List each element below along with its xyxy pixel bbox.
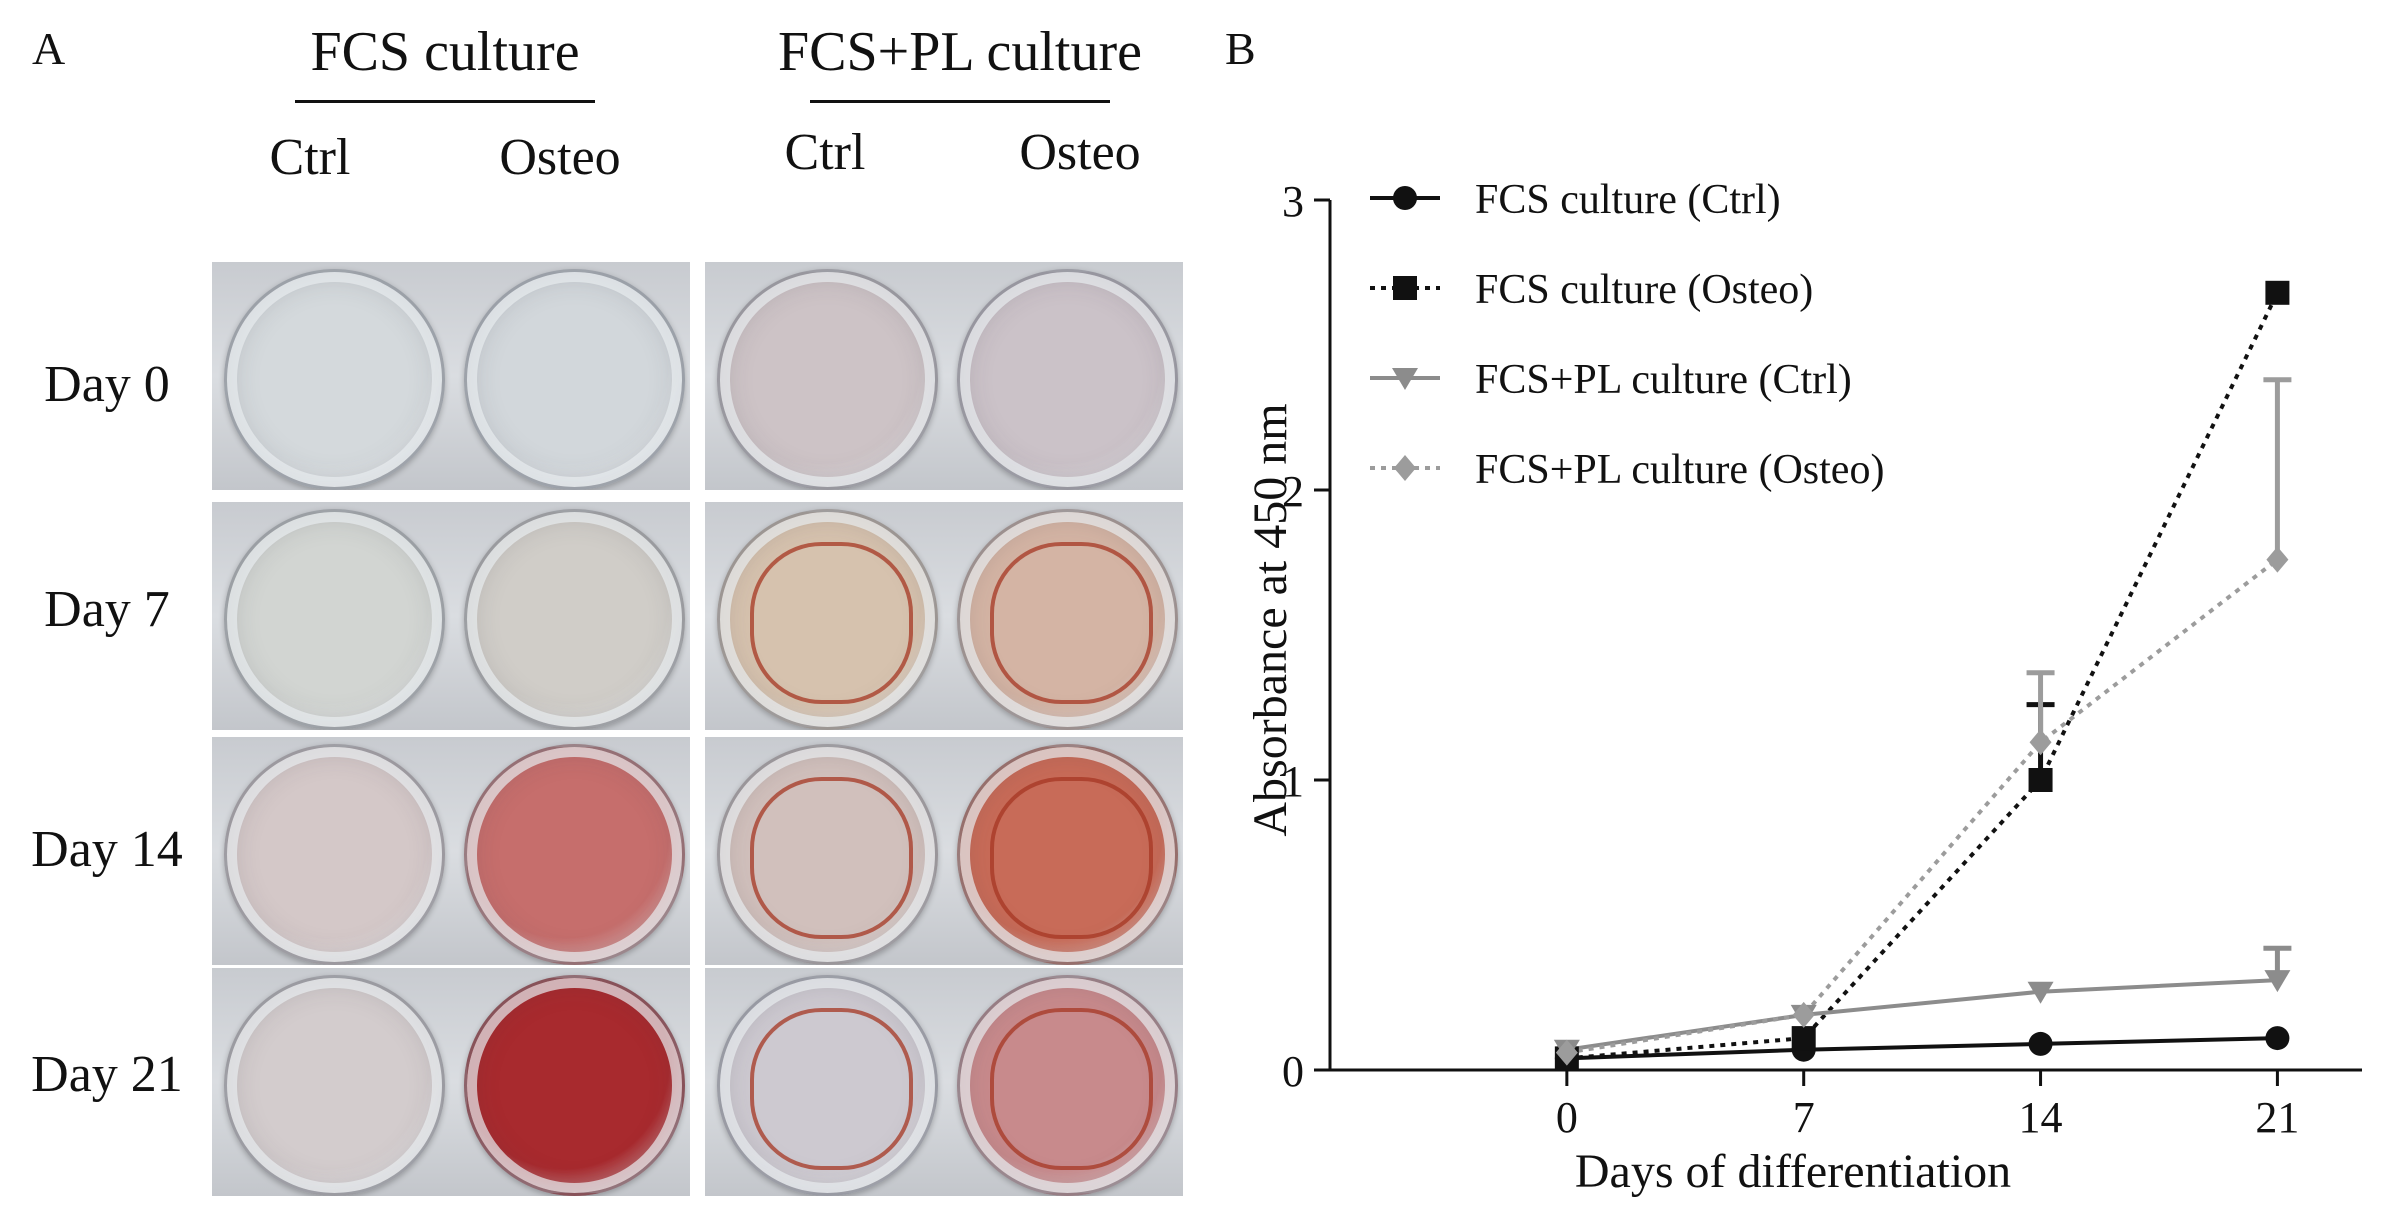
- y-tick-label: 0: [1282, 1047, 1304, 1096]
- cell-sheet-contour: [990, 776, 1153, 940]
- well-day-0-fcs-pl-osteo: [957, 268, 1178, 490]
- cell-sheet-contour: [990, 541, 1153, 705]
- group-title-fcs-pl: FCS+PL culture: [778, 21, 1142, 83]
- well-day-21-fcs-ctrl: [224, 974, 445, 1196]
- panel-a-letter: A: [32, 23, 66, 74]
- y-tick-label: 1: [1282, 757, 1304, 806]
- column-label-fcs-ctrl: Ctrl: [269, 129, 351, 186]
- culture-plate-day-14-fcs: [212, 737, 690, 965]
- data-point-fcs-pl-culture-ctrl: [2027, 981, 2054, 1004]
- x-tick-label: 0: [1556, 1093, 1578, 1142]
- column-label-fcs-pl-osteo: Osteo: [1019, 124, 1141, 181]
- group-underline-fcs-pl: [810, 100, 1110, 103]
- legend-label-fcs-culture-osteo: FCS culture (Osteo): [1475, 267, 1813, 313]
- column-label-fcs-pl-ctrl: Ctrl: [784, 124, 866, 181]
- x-tick-label: 21: [2255, 1093, 2299, 1142]
- data-point-fcs-culture-osteo: [2028, 768, 2053, 792]
- legend-label-fcs-pl-culture-ctrl: FCS+PL culture (Ctrl): [1475, 357, 1852, 403]
- column-label-fcs-osteo: Osteo: [499, 129, 621, 186]
- panel-b-letter: B: [1225, 23, 1256, 74]
- culture-plate-day-7-fcs: [212, 502, 690, 730]
- cell-sheet-contour: [750, 541, 913, 705]
- x-tick-label: 14: [2019, 1093, 2063, 1142]
- well-day-14-fcs-osteo: [464, 743, 685, 965]
- cell-sheet-contour: [750, 776, 913, 940]
- data-point-fcs-pl-culture-ctrl: [2264, 970, 2291, 993]
- culture-plate-day-21-fcs-pl: [705, 968, 1183, 1196]
- series-line-fcs-pl-culture-osteo: [1566, 558, 2279, 1055]
- row-label-day-7: Day 7: [44, 581, 170, 638]
- well-day-7-fcs-ctrl: [224, 508, 445, 730]
- data-point-fcs-pl-culture-osteo: [1555, 1039, 1578, 1066]
- series-line-fcs-culture-osteo: [1566, 291, 2280, 1061]
- data-point-fcs-culture-osteo: [2265, 280, 2290, 305]
- y-axis-title: Absorbance at 450 nm: [1244, 403, 1297, 836]
- well-day-21-fcs-osteo: [464, 974, 685, 1196]
- row-label-day-0: Day 0: [44, 356, 170, 413]
- well-day-0-fcs-osteo: [464, 268, 685, 490]
- legend-marker-fcs-culture-osteo: [1393, 276, 1417, 300]
- well-day-7-fcs-pl-osteo: [957, 508, 1178, 730]
- legend-label-fcs-pl-culture-osteo: FCS+PL culture (Osteo): [1475, 447, 1884, 493]
- x-axis-title: Days of differentiation: [1575, 1145, 2011, 1198]
- well-day-14-fcs-pl-ctrl: [717, 743, 938, 965]
- culture-plate-day-7-fcs-pl: [705, 502, 1183, 730]
- well-day-14-fcs-ctrl: [224, 743, 445, 965]
- group-underline-fcs: [295, 100, 595, 103]
- data-point-fcs-pl-culture-osteo: [1792, 1001, 1815, 1028]
- absorbance-line-chart: 0 1 2 3 0 7 14 21 FCS culture (Ctrl) FCS culture…: [1244, 177, 2362, 1198]
- data-point-fcs-pl-culture-osteo: [2266, 546, 2289, 573]
- well-day-21-fcs-pl-ctrl: [717, 974, 938, 1196]
- culture-plate-day-14-fcs-pl: [705, 737, 1183, 965]
- y-tick-label: 3: [1282, 177, 1304, 226]
- culture-plate-day-0-fcs: [212, 262, 690, 490]
- well-day-14-fcs-pl-osteo: [957, 743, 1178, 965]
- well-day-21-fcs-pl-osteo: [957, 974, 1178, 1196]
- data-point-fcs-pl-culture-osteo: [2029, 729, 2052, 756]
- well-day-0-fcs-pl-ctrl: [717, 268, 938, 490]
- cell-sheet-contour: [750, 1007, 913, 1171]
- data-point-fcs-culture-ctrl: [2265, 1026, 2290, 1051]
- group-title-fcs: FCS culture: [310, 21, 580, 83]
- culture-plate-day-21-fcs: [212, 968, 690, 1196]
- legend-label-fcs-culture-ctrl: FCS culture (Ctrl): [1475, 177, 1781, 223]
- row-label-day-21: Day 21: [31, 1046, 183, 1103]
- legend-marker-fcs-pl-culture-ctrl: [1392, 368, 1418, 390]
- well-day-7-fcs-osteo: [464, 508, 685, 730]
- series-line-fcs-pl-culture-ctrl: [1566, 978, 2278, 1052]
- legend-marker-fcs-culture-ctrl: [1393, 186, 1417, 210]
- culture-plate-day-0-fcs-pl: [705, 262, 1183, 490]
- legend-marker-fcs-pl-culture-osteo: [1394, 455, 1416, 481]
- row-label-day-14: Day 14: [31, 821, 183, 878]
- x-tick-label: 7: [1793, 1093, 1815, 1142]
- data-point-fcs-culture-ctrl: [2028, 1031, 2053, 1056]
- cell-sheet-contour: [990, 1007, 1153, 1171]
- y-tick-label: 2: [1282, 467, 1304, 516]
- series-line-fcs-culture-ctrl: [1566, 1036, 2278, 1061]
- well-day-7-fcs-pl-ctrl: [717, 508, 938, 730]
- well-day-0-fcs-ctrl: [224, 268, 445, 490]
- data-point-fcs-culture-osteo: [1791, 1026, 1816, 1051]
